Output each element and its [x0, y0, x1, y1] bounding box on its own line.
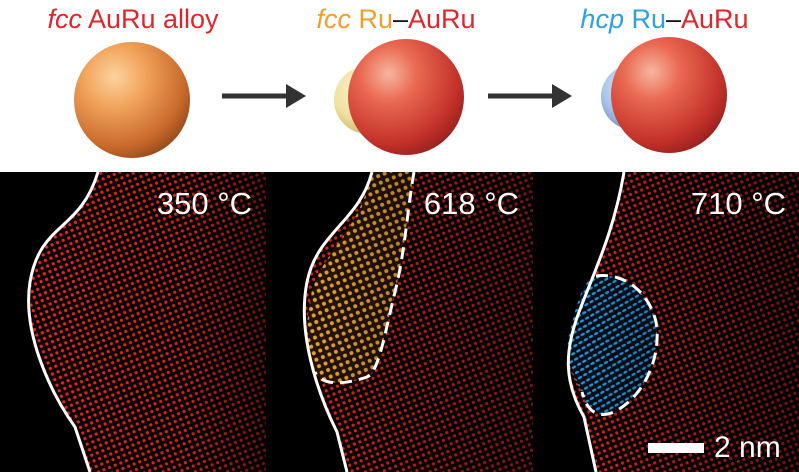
header-rest: AuRu — [408, 4, 476, 34]
auru-sphere — [348, 39, 464, 155]
header-label: Ru — [350, 4, 393, 34]
scale-bar-label: 2 nm — [714, 431, 781, 464]
particle-outline — [302, 172, 374, 472]
micrograph-row: 350 °C — [0, 172, 799, 472]
header-label: Ru — [623, 4, 666, 34]
header-rest: AuRu — [681, 4, 749, 34]
micrograph-panel-618: 618 °C — [267, 172, 533, 472]
temperature-label: 710 °C — [690, 186, 786, 221]
temperature-label: 618 °C — [423, 186, 519, 221]
particle-outline — [27, 172, 100, 472]
header-sep: – — [392, 4, 409, 34]
header-phase: hcp — [580, 4, 624, 34]
domain-boundary — [580, 274, 659, 416]
scale-bar — [648, 443, 704, 453]
header-fcc-alloy: fcc AuRu alloy — [2, 2, 264, 36]
arrow-2 — [488, 84, 572, 108]
particle-outline — [566, 172, 626, 472]
schematic-drawing — [74, 37, 727, 158]
micrograph-panel-350: 350 °C — [0, 172, 266, 472]
header-hcp-ru-auru: hcp Ru–AuRu — [530, 2, 799, 36]
arrow-1 — [222, 84, 306, 108]
temperature-label: 350 °C — [156, 186, 252, 221]
header-label: AuRu alloy — [81, 4, 219, 34]
header-fcc-ru-auru: fcc Ru–AuRu — [262, 2, 530, 36]
header-phase: fcc — [316, 4, 351, 34]
header-phase: fcc — [47, 4, 82, 34]
header-sep: – — [666, 4, 682, 34]
alloy-sphere — [74, 42, 190, 158]
micrograph-panel-710: 710 °C — [534, 172, 799, 472]
schematic-row: fcc AuRu alloy fcc Ru–AuRu hcp Ru–AuRu — [0, 0, 799, 172]
auru-sphere — [611, 37, 727, 153]
domain-boundary — [313, 172, 416, 385]
